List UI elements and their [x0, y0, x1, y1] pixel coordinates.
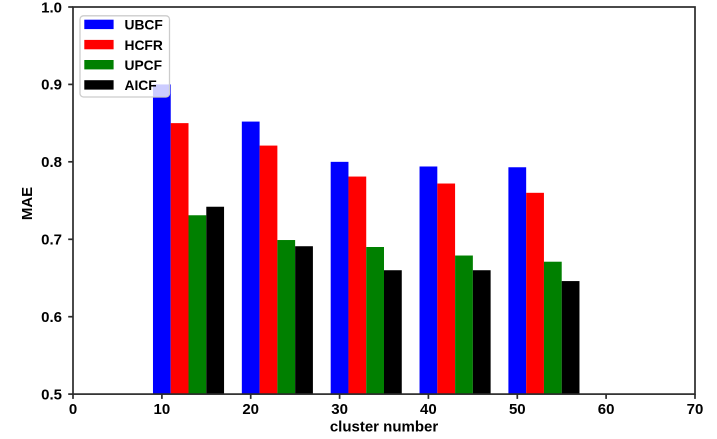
svg-text:0.7: 0.7	[41, 232, 62, 249]
svg-text:HCFR: HCFR	[125, 38, 163, 53]
svg-text:30: 30	[331, 401, 348, 418]
svg-text:0.9: 0.9	[41, 77, 62, 94]
svg-text:70: 70	[687, 401, 704, 418]
svg-text:AICF: AICF	[125, 78, 157, 93]
svg-text:10: 10	[154, 401, 171, 418]
svg-text:0.5: 0.5	[41, 386, 62, 403]
svg-text:1.0: 1.0	[41, 0, 62, 16]
svg-text:UPCF: UPCF	[125, 58, 163, 73]
svg-text:MAE: MAE	[19, 187, 36, 220]
svg-text:50: 50	[509, 401, 526, 418]
svg-text:UBCF: UBCF	[125, 18, 163, 33]
svg-text:40: 40	[420, 401, 437, 418]
svg-text:0: 0	[69, 401, 77, 418]
svg-text:20: 20	[242, 401, 259, 418]
svg-text:0.8: 0.8	[41, 154, 62, 171]
svg-text:cluster number: cluster number	[330, 419, 439, 436]
svg-text:0.6: 0.6	[41, 309, 62, 326]
svg-text:60: 60	[598, 401, 615, 418]
